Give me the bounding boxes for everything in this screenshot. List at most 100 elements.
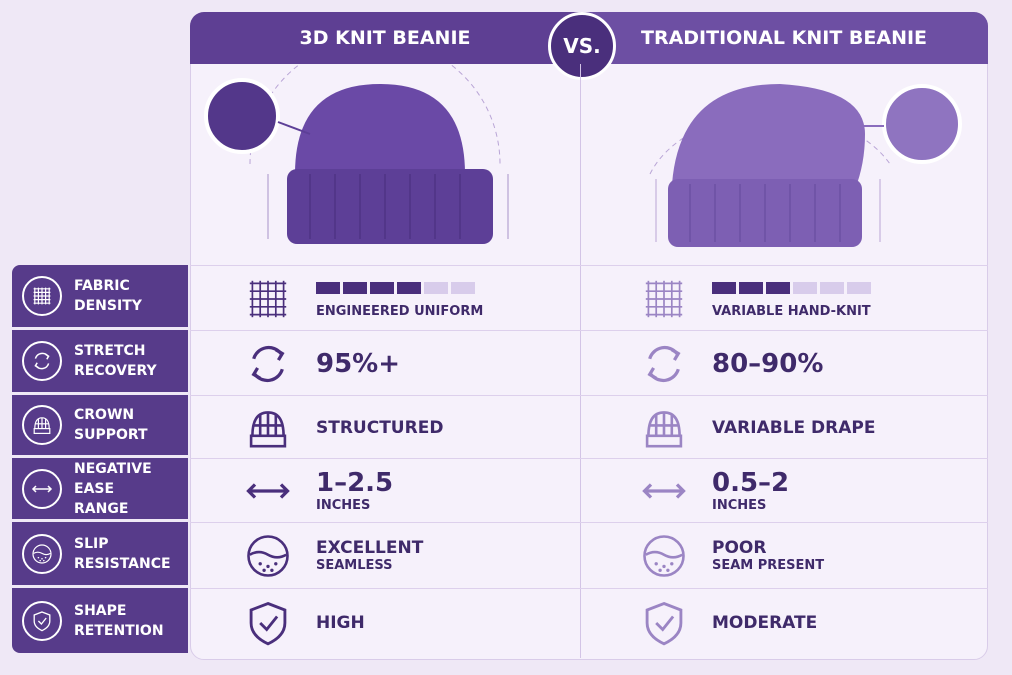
row-label: STRETCH RECOVERY [12,330,188,392]
value-cell: VARIABLE HAND-KNIT [580,265,988,331]
left-header: 3D KNIT BEANIE [190,12,580,64]
value-big: 1–2.5 [316,468,394,498]
value-text: HIGH [316,613,365,633]
value-icon [242,273,294,325]
row-label: SLIP RESISTANCE [12,522,188,585]
value-label: STRUCTURED [316,417,444,438]
value-text: POOR SEAM PRESENT [712,538,824,574]
value-icon [638,597,690,649]
value-text: STRUCTURED [316,418,443,438]
value-icon [638,402,690,454]
row-label: FABRIC DENSITY [12,265,188,327]
label-line: RANGE [74,500,129,517]
row-icon [22,533,62,574]
row-label-text: FABRIC DENSITY [74,276,142,316]
value-cell: 95%+ [190,330,580,396]
value-icon [242,465,294,517]
row-label-text: SHAPE RETENTION [74,601,164,641]
value-text: VARIABLE DRAPE [712,418,875,438]
rating-segment [847,281,871,294]
value-cell: MODERATE [580,588,988,657]
value-icon [638,338,690,390]
value-label: ENGINEERED UNIFORM [316,303,484,319]
value-text: 80–90% [712,349,823,379]
row-icon [22,276,62,316]
value-text: ENGINEERED UNIFORM [316,279,483,319]
label-line: SHAPE [74,602,127,619]
vs-badge: VS. [548,12,616,80]
value-icon [242,530,294,582]
rating-segment [766,281,790,294]
value-icon [242,402,294,454]
value-text: EXCELLENT SEAMLESS [316,538,423,574]
value-big: 0.5–2 [712,468,790,498]
beanie-traditional [649,84,962,247]
rating-segment [739,281,763,294]
label-line: CROWN [74,407,135,423]
value-cell: EXCELLENT SEAMLESS [190,522,580,589]
row-icon [22,468,62,509]
row-icon [22,341,62,381]
value-icon [638,273,690,325]
label-line: STRETCH [74,343,146,359]
column-divider [580,64,581,658]
value-label: MODERATE [712,613,818,633]
rating-segment [793,281,817,294]
value-label: VARIABLE HAND-KNIT [712,303,871,319]
label-line: DENSITY [74,298,142,314]
value-sub: INCHES [316,498,371,513]
rating-segment [316,281,340,294]
value-text: VARIABLE HAND-KNIT [712,279,874,319]
rating-segment [451,281,475,294]
value-label: POOR [712,538,767,558]
value-cell: 0.5–2 INCHES [580,458,988,523]
beanie-3d [204,64,509,244]
value-icon [638,530,690,582]
row-label: CROWN SUPPORT [12,395,188,455]
label-line: SLIP [74,535,109,552]
label-line: RECOVERY [74,363,157,379]
value-cell: STRUCTURED [190,395,580,459]
value-sub: INCHES [712,498,767,513]
value-text: 0.5–2 INCHES [712,468,789,514]
value-big: 80–90% [712,348,824,379]
rating-segment [712,281,736,294]
value-sub: SEAM PRESENT [712,558,825,573]
value-big: 95%+ [316,348,401,379]
row-icon [22,600,62,641]
row-label-text: SLIP RESISTANCE [74,534,171,574]
label-line: RESISTANCE [74,555,171,572]
rating-segment [370,281,394,294]
row-label-text: CROWN SUPPORT [74,405,148,445]
vs-text: VS. [563,34,601,58]
value-text: 1–2.5 INCHES [316,468,393,514]
right-header: TRADITIONAL KNIT BEANIE [580,12,988,64]
value-cell: 1–2.5 INCHES [190,458,580,523]
value-label: HIGH [316,613,365,633]
value-cell: 80–90% [580,330,988,396]
value-cell: VARIABLE DRAPE [580,395,988,459]
right-title: TRADITIONAL KNIT BEANIE [640,27,928,49]
left-title: 3D KNIT BEANIE [299,27,471,49]
value-cell: POOR SEAM PRESENT [580,522,988,589]
value-label: EXCELLENT [316,538,424,558]
rating-segment [424,281,448,294]
value-icon [242,597,294,649]
label-line: NEGATIVE EASE [74,460,152,497]
value-sub: SEAMLESS [316,558,393,573]
label-line: RETENTION [74,622,164,639]
row-label-text: NEGATIVE EASE RANGE [74,459,188,519]
row-label: SHAPE RETENTION [12,588,188,653]
rating-bar [712,279,874,298]
value-cell: HIGH [190,588,580,657]
value-icon [638,465,690,517]
value-cell: ENGINEERED UNIFORM [190,265,580,331]
row-label: NEGATIVE EASE RANGE [12,458,188,519]
row-icon [22,405,62,445]
value-text: 95%+ [316,349,400,379]
value-text: MODERATE [712,613,817,633]
rating-segment [397,281,421,294]
rating-bar [316,279,483,298]
label-line: SUPPORT [74,427,148,443]
